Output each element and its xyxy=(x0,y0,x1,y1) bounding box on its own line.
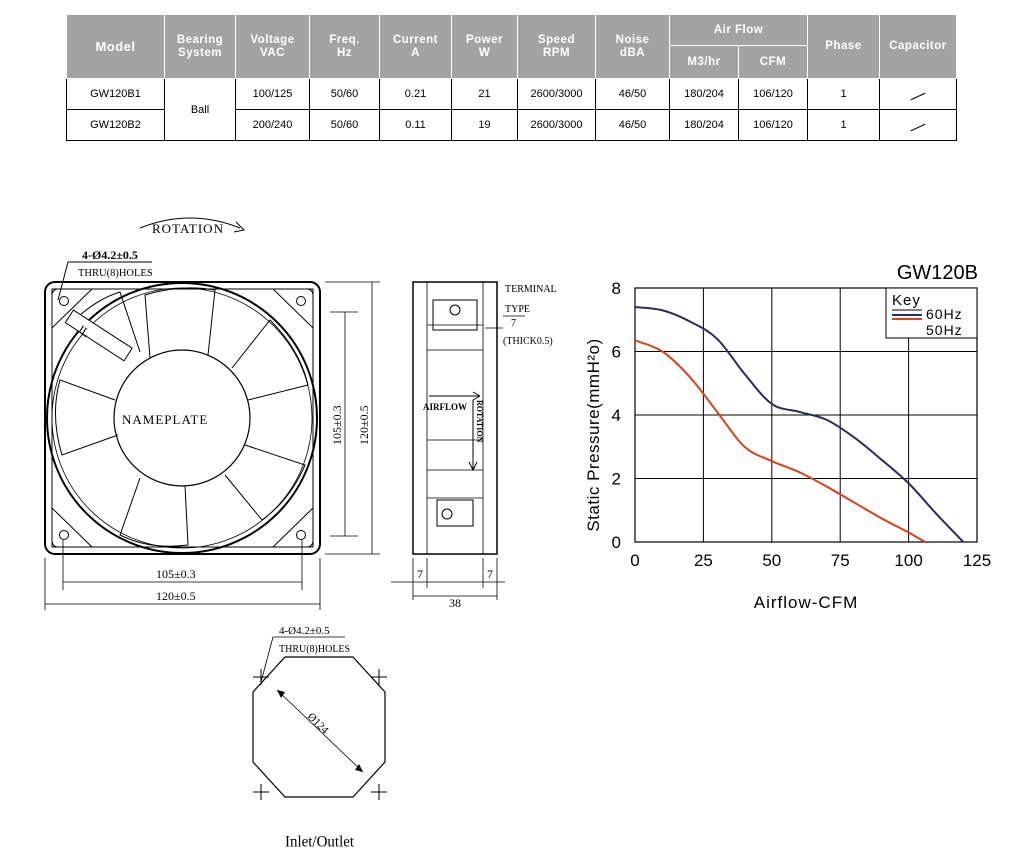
cell-noise: 46/50 xyxy=(595,109,670,141)
series-line-60hz xyxy=(634,306,965,543)
header-power: Power W xyxy=(451,14,518,79)
legend-title: Key xyxy=(892,292,921,309)
dim-120-vertical: 120±0.5 xyxy=(357,405,371,445)
header-phase: Phase xyxy=(807,14,880,79)
inlet-outlet-label: Inlet/Outlet xyxy=(285,833,355,850)
cell-speed: 2600/3000 xyxy=(517,78,596,110)
cell-freq: 50/60 xyxy=(309,109,380,141)
cell-capacitor xyxy=(879,109,957,141)
series-line-50hz xyxy=(634,339,926,543)
side-view-drawing: AIRFLOW ROTATION TERMINAL TYPE 7 (THICK0… xyxy=(391,281,557,610)
legend-label-50hz: 50Hz xyxy=(926,322,963,338)
cell-power: 21 xyxy=(451,78,518,110)
x-tick-label: 125 xyxy=(963,551,991,570)
header-airflow-m3hr: M3/hr xyxy=(669,45,739,79)
cell-current: 0.21 xyxy=(379,78,452,110)
side-rotation-label: ROTATION xyxy=(475,400,484,443)
y-tick-label: 2 xyxy=(612,470,621,489)
cell-cfm: 106/120 xyxy=(738,109,808,141)
dim-120-horizontal: 120±0.5 xyxy=(156,589,196,603)
side-airflow-label: AIRFLOW xyxy=(423,402,467,412)
legend-label-60hz: 60Hz xyxy=(926,306,963,322)
y-axis-label: Static Pressure(mmH²o) xyxy=(584,338,603,531)
x-tick-label: 50 xyxy=(762,551,781,570)
thru-label: THRU(8)HOLES xyxy=(78,268,153,279)
inlet-thru-label: THRU(8)HOLES xyxy=(279,644,350,655)
dim-38: 38 xyxy=(449,596,461,610)
inlet-holes-label: 4-Ø4.2±0.5 xyxy=(279,625,330,637)
y-tick-label: 4 xyxy=(612,406,621,425)
header-bearing: Bearing System xyxy=(164,14,236,79)
diameter-label: Ø124 xyxy=(305,711,331,737)
x-axis-label: Airflow-CFM xyxy=(754,593,859,612)
x-tick-label: 75 xyxy=(831,551,850,570)
cell-bearing: Ball xyxy=(164,78,236,141)
dim-7-left: 7 xyxy=(417,567,423,581)
cell-model: GW120B2 xyxy=(66,109,165,141)
inlet-outlet-drawing: 4-Ø4.2±0.5 THRU(8)HOLES Ø124 Inlet/Outle… xyxy=(252,625,387,851)
holes-label: 4-Ø4.2±0.5 xyxy=(82,248,138,262)
dim-7-right: 7 xyxy=(487,567,493,581)
header-voltage: Voltage VAC xyxy=(235,14,310,79)
cell-model: GW120B1 xyxy=(66,78,165,110)
chart-legend: Key 60Hz 50Hz xyxy=(885,287,978,339)
cell-m3hr: 180/204 xyxy=(669,78,739,110)
terminal-label: TERMINAL xyxy=(505,284,557,295)
header-airflow-cfm: CFM xyxy=(738,45,808,79)
table-row: GW120B2 200/240 50/60 0.11 19 2600/3000 … xyxy=(66,109,957,141)
x-tick-label: 25 xyxy=(694,551,713,570)
y-tick-label: 6 xyxy=(612,343,621,362)
dim-105-horizontal: 105±0.3 xyxy=(156,567,196,581)
header-airflow: Air Flow xyxy=(669,14,808,46)
terminal-type-number: 7 xyxy=(511,318,516,329)
y-tick-label: 8 xyxy=(612,279,621,298)
thick-label: (THICK0.5) xyxy=(503,336,553,347)
header-freq: Freq. Hz xyxy=(309,14,380,79)
cell-current: 0.11 xyxy=(379,109,452,141)
cell-phase: 1 xyxy=(807,109,880,141)
cell-freq: 50/60 xyxy=(309,78,380,110)
front-view-drawing: ROTATION 4-Ø4.2±0.5 THRU(8)HOLES NAMEPLA… xyxy=(44,217,380,610)
cell-m3hr: 180/204 xyxy=(669,109,739,141)
cell-speed: 2600/3000 xyxy=(517,109,596,141)
nameplate-label: NAMEPLATE xyxy=(122,412,208,427)
header-capacitor: Capacitor xyxy=(879,14,957,79)
none-mark xyxy=(910,123,926,132)
chart-series xyxy=(634,306,965,543)
chart-title: GW120B xyxy=(897,262,978,284)
cell-cfm: 106/120 xyxy=(738,78,808,110)
cell-power: 19 xyxy=(451,109,518,141)
cell-voltage: 200/240 xyxy=(235,109,310,141)
header-noise: Noise dBA xyxy=(595,14,670,79)
performance-chart: GW120B 0 25 50 75 100 125 0 2 4 6 8 Airflow-CFM St… xyxy=(584,262,992,612)
cell-noise: 46/50 xyxy=(595,78,670,110)
table-row: GW120B1 Ball 100/125 50/60 0.21 21 2600/… xyxy=(66,78,957,141)
cell-voltage: 100/125 xyxy=(235,78,310,110)
spec-table: Model Bearing System Voltage VAC Freq. Hz C… xyxy=(66,14,957,141)
header-speed: Speed RPM xyxy=(517,14,596,79)
header-model: Model xyxy=(66,14,165,79)
type-label: TYPE xyxy=(505,304,530,315)
cell-capacitor xyxy=(879,78,957,110)
none-mark xyxy=(910,92,926,101)
dim-105-vertical: 105±0.3 xyxy=(330,405,344,445)
chart-ticks: 0 25 50 75 100 125 0 2 4 6 8 xyxy=(612,279,992,570)
x-tick-label: 0 xyxy=(630,551,639,570)
x-tick-label: 100 xyxy=(894,551,922,570)
header-current: Current A xyxy=(379,14,452,79)
y-tick-label: 0 xyxy=(612,533,621,552)
cell-phase: 1 xyxy=(807,78,880,110)
rotation-label: ROTATION xyxy=(152,221,224,236)
